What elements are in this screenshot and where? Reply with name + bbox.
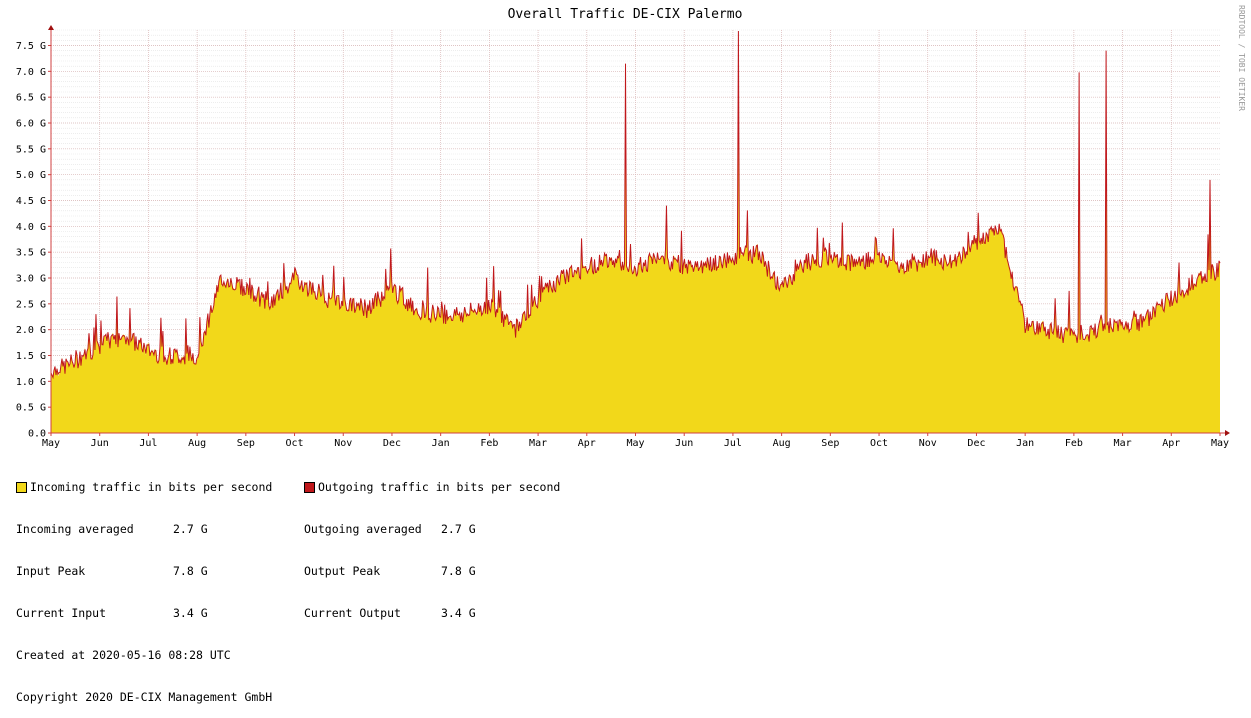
y-tick-label: 0.0 [28,429,46,440]
incoming-averaged-label: Incoming averaged [16,522,134,536]
x-tick-label: Nov [919,438,937,449]
y-tick-label: 1.0 G [16,377,46,388]
x-tick-label: Sep [237,438,255,449]
incoming-averaged-value: 2.7 G [173,522,208,536]
incoming-legend-label: Incoming traffic in bits per second [30,480,273,494]
y-tick-label: 4.0 G [16,222,46,233]
y-tick-label: 6.5 G [16,93,46,104]
x-tick-label: Jun [675,438,693,449]
x-tick-label: Jan [1016,438,1034,449]
current-output-label: Current Output [304,606,401,620]
axes [48,25,1230,436]
input-peak-value: 7.8 G [173,564,208,578]
y-tick-label: 7.0 G [16,67,46,78]
current-output-value: 3.4 G [441,606,476,620]
y-tick-label: 3.0 G [16,274,46,285]
x-axis-labels: May Jun Jul Aug Sep Oct Nov Dec Jan Feb Mar Apr May J… [42,438,1229,449]
legend: Incoming traffic in bits per second Outg… [16,452,560,718]
outgoing-line [50,31,1221,380]
y-tick-label: 7.5 G [16,41,46,52]
y-tick-label: 6.0 G [16,119,46,130]
chart-title: Overall Traffic DE-CIX Palermo [508,7,743,22]
outgoing-legend-label: Outgoing traffic in bits per second [318,480,561,494]
x-tick-label: Aug [773,438,791,449]
created-timestamp: Created at 2020-05-16 08:28 UTC [16,648,231,662]
x-tick-label: Dec [383,438,401,449]
x-tick-label: Sep [821,438,839,449]
x-tick-label: Jul [724,438,742,449]
outgoing-swatch [304,482,315,493]
x-tick-label: May [42,438,60,449]
current-input-value: 3.4 G [173,606,208,620]
x-tick-label: May [626,438,644,449]
y-tick-label: 5.0 G [16,170,46,181]
input-peak-label: Input Peak [16,564,86,578]
x-tick-label: Aug [188,438,206,449]
x-tick-label: Jul [139,438,157,449]
y-tick-label: 1.5 G [16,351,46,362]
x-axis-arrow [1225,430,1230,436]
x-tick-label: Feb [480,438,498,449]
y-axis-labels: 0.0 0.5 G 1.0 G 1.5 G 2.0 G 2.5 G 3.0 G 3.5 G 4.… [16,41,46,440]
outgoing-averaged-value: 2.7 G [441,522,476,536]
y-tick-label: 3.5 G [16,248,46,259]
x-tick-label: Jan [432,438,450,449]
traffic-chart: Overall Traffic DE-CIX Palermo RRDTOOL /… [16,5,1246,449]
y-tick-label: 4.5 G [16,196,46,207]
output-peak-value: 7.8 G [441,564,476,578]
copyright-notice: Copyright 2020 DE-CIX Management GmbH [16,690,273,704]
x-tick-label: Jun [91,438,109,449]
x-tick-label: Mar [1114,438,1132,449]
x-tick-label: Oct [870,438,888,449]
y-tick-label: 5.5 G [16,144,46,155]
output-peak-label: Output Peak [304,564,381,578]
y-tick-label: 2.0 G [16,325,46,336]
x-tick-label: Apr [578,438,596,449]
x-tick-label: Feb [1065,438,1083,449]
outgoing-averaged-label: Outgoing averaged [304,522,422,536]
rrdtool-watermark: RRDTOOL / TOBI OETIKER [1237,5,1246,111]
x-tick-label: Dec [967,438,985,449]
y-tick-label: 2.5 G [16,299,46,310]
data-areas [50,31,1221,433]
incoming-area [51,51,1220,433]
x-tick-label: Apr [1162,438,1180,449]
current-input-label: Current Input [16,606,107,620]
x-tick-label: May [1211,438,1229,449]
y-axis-arrow [48,25,54,30]
y-tick-label: 0.5 G [16,403,46,414]
x-tick-label: Mar [529,438,547,449]
x-tick-label: Oct [286,438,304,449]
incoming-swatch [16,482,27,493]
x-tick-label: Nov [334,438,352,449]
